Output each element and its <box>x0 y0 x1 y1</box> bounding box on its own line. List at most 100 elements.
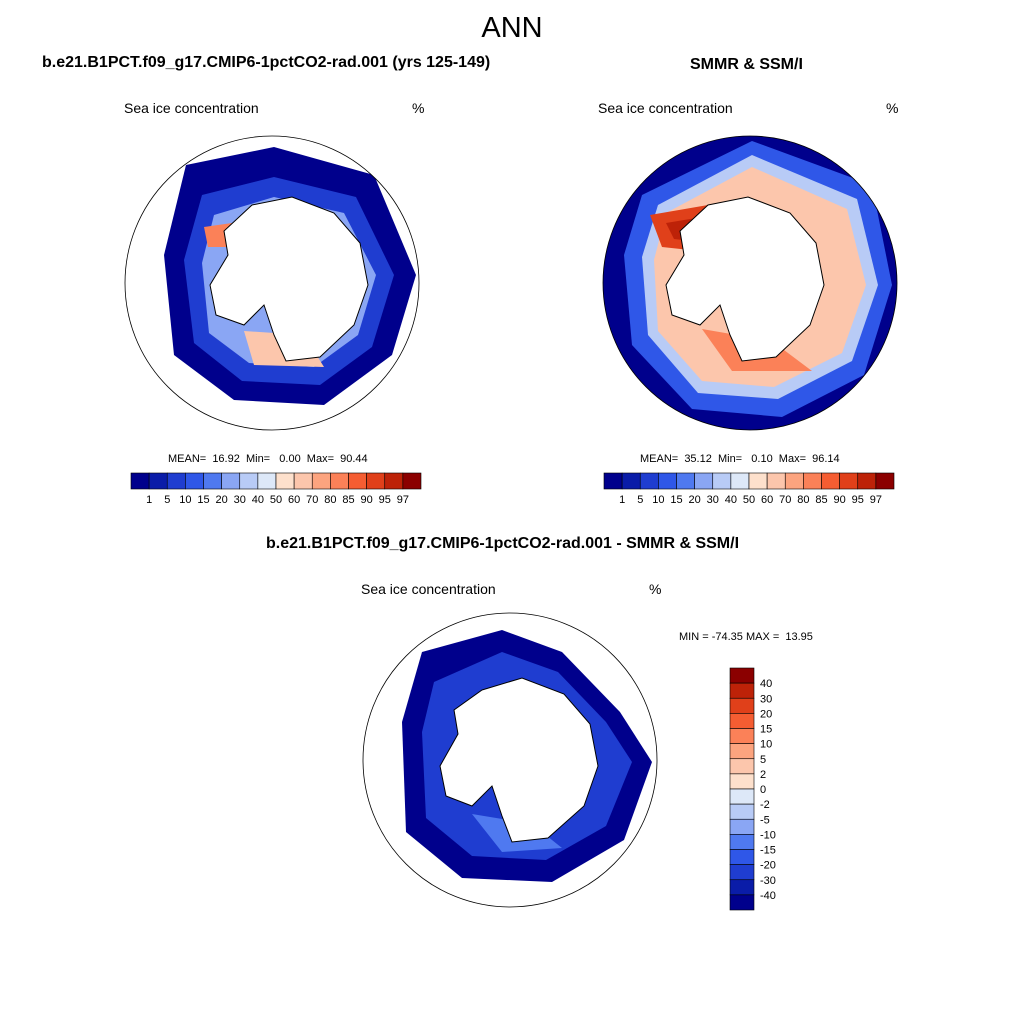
panel-2-colorbar-swatch <box>621 472 641 490</box>
panel-1-colorbar-tick-label: 1 <box>146 494 152 506</box>
panel-2-colorbar-tick-label: 70 <box>779 494 791 506</box>
panel-2-colorbar-swatch <box>803 472 822 490</box>
panel-2-colorbar-tick-label: 15 <box>670 494 682 506</box>
panel-1-colorbar-swatch <box>293 472 313 490</box>
panel-3-colorbar-tick-label: 20 <box>760 708 772 720</box>
panel-2-polar-map <box>602 135 898 431</box>
panel-2-colorbar-tick-label: 90 <box>834 494 846 506</box>
panel-2-colorbar-swatch <box>784 472 804 490</box>
panel-3-colorbar-tick-label: -2 <box>760 799 770 811</box>
panel-2-colorbar-tick-label: 10 <box>652 494 664 506</box>
panel-3-colorbar-tick-label: 30 <box>760 693 772 705</box>
panel-3-colorbar-swatch <box>729 788 755 805</box>
panel-1-colorbar-swatch <box>221 472 241 490</box>
panel-3-colorbar-swatch <box>729 773 755 790</box>
panel-3-colorbar-tick-label: 15 <box>760 724 772 736</box>
panel-2-colorbar: 1 5 10 15 20 30 40 50 60 70 80 85 90 95 97 <box>603 472 895 506</box>
panel-3-colorbar-tick-label: 5 <box>760 754 766 766</box>
panel-2-colorbar-tick-label: 30 <box>707 494 719 506</box>
panel-1-colorbar-swatch <box>185 472 204 490</box>
panel-1-heading: b.e21.B1PCT.f09_g17.CMIP6-1pctCO2-rad.00… <box>42 54 491 71</box>
panel-3-colorbar-swatch <box>729 697 755 714</box>
panel-1-colorbar-tick-label: 95 <box>379 494 391 506</box>
panel-3-colorbar-swatch <box>729 818 755 835</box>
panel-3-polar-map <box>362 612 658 908</box>
panel-1-colorbar-tick-label: 20 <box>216 494 228 506</box>
panel-3-colorbar-swatch <box>729 758 755 775</box>
panel-2-colorbar-swatch <box>748 472 768 490</box>
panel-1-colorbar-tick-label: 90 <box>361 494 373 506</box>
panel-1-colorbar-swatch <box>239 472 259 490</box>
figure-title: ANN <box>481 12 543 44</box>
panel-1-colorbar-swatch <box>148 472 168 490</box>
panel-3-colorbar-tick-label: -20 <box>760 860 776 872</box>
panel-1-colorbar-swatch <box>203 472 222 490</box>
panel-2-colorbar-tick-label: 50 <box>743 494 755 506</box>
panel-1-colorbar-tick-label: 80 <box>324 494 336 506</box>
panel-3-colorbar-tick-label: -15 <box>760 845 776 857</box>
panel-1-colorbar-swatch <box>257 472 277 490</box>
panel-1-colorbar-swatch <box>384 472 404 490</box>
panel-2-colorbar-tick-label: 40 <box>725 494 737 506</box>
panel-2-units: % <box>886 100 899 116</box>
panel-1-colorbar-tick-label: 97 <box>397 494 409 506</box>
panel-2-colorbar-swatch <box>766 472 786 490</box>
panel-3-colorbar-tick-label: 2 <box>760 769 766 781</box>
panel-1-colorbar-swatch <box>366 472 386 490</box>
panel-3-heading: b.e21.B1PCT.f09_g17.CMIP6-1pctCO2-rad.00… <box>266 535 740 552</box>
panel-1-stats: MEAN= 16.92 Min= 0.00 Max= 90.44 <box>168 453 368 465</box>
panel-1-colorbar-tick-label: 5 <box>164 494 170 506</box>
panel-1-colorbar-swatch <box>330 472 349 490</box>
panel-1-antarctica <box>209 196 369 362</box>
panel-1-colorbar-tick-label: 85 <box>342 494 354 506</box>
panel-1-colorbar-swatch <box>275 472 295 490</box>
panel-1-colorbar-swatch <box>348 472 367 490</box>
panel-3-colorbar-tick-label: -30 <box>760 875 776 887</box>
panel-2-heading: SMMR & SSM/I <box>690 56 803 73</box>
panel-1-colorbar-swatch <box>166 472 186 490</box>
panel-1-colorbar: 1 5 10 15 20 30 40 50 60 70 80 85 90 95 97 <box>130 472 422 506</box>
panel-2-colorbar-swatch <box>676 472 695 490</box>
panel-3-colorbar-tick-label: -10 <box>760 829 776 841</box>
panel-1-polar-map <box>124 135 420 431</box>
panel-3-colorbar-swatch <box>729 894 755 911</box>
panel-3-stats: MIN = -74.35 MAX = 13.95 <box>679 631 813 643</box>
panel-3-colorbar-swatch <box>729 728 755 744</box>
panel-2-stats: MEAN= 35.12 Min= 0.10 Max= 96.14 <box>640 453 840 465</box>
panel-3-units: % <box>649 581 662 597</box>
panel-2-colorbar-swatch <box>712 472 732 490</box>
panel-2-colorbar-tick-label: 20 <box>689 494 701 506</box>
panel-1-colorbar-tick-label: 50 <box>270 494 282 506</box>
panel-2-colorbar-tick-label: 85 <box>815 494 827 506</box>
panel-2-antarctica <box>665 196 825 362</box>
panel-1-colorbar-tick-label: 15 <box>197 494 209 506</box>
panel-1-variable: Sea ice concentration <box>124 100 259 116</box>
panel-3-colorbar-swatch <box>729 834 755 850</box>
panel-3-colorbar-swatch <box>729 849 755 865</box>
panel-2-colorbar-tick-label: 5 <box>637 494 643 506</box>
panel-3-colorbar-swatch <box>729 682 755 699</box>
panel-3-colorbar-swatch <box>729 667 755 684</box>
panel-2-colorbar-tick-label: 95 <box>852 494 864 506</box>
panel-3-colorbar-swatch <box>729 743 755 760</box>
panel-2-colorbar-swatch <box>603 472 623 490</box>
panel-1-colorbar-tick-label: 70 <box>306 494 318 506</box>
panel-3-colorbar-swatch <box>729 803 755 820</box>
panel-1-units: % <box>412 100 425 116</box>
panel-1-colorbar-swatch <box>402 472 422 490</box>
panel-1-colorbar-tick-label: 40 <box>252 494 264 506</box>
panel-3-antarctica <box>439 677 599 843</box>
panel-1-colorbar-swatch <box>130 472 150 490</box>
panel-2-colorbar-swatch <box>857 472 877 490</box>
panel-1-colorbar-tick-label: 60 <box>288 494 300 506</box>
panel-3-colorbar-swatch <box>729 713 755 729</box>
panel-2-colorbar-swatch <box>639 472 659 490</box>
panel-3-colorbar-tick-label: 40 <box>760 678 772 690</box>
panel-2-colorbar-tick-label: 80 <box>797 494 809 506</box>
panel-2-colorbar-swatch <box>730 472 750 490</box>
panel-2-colorbar-swatch <box>821 472 840 490</box>
panel-3-colorbar-tick-label: 0 <box>760 784 766 796</box>
panel-3-colorbar-tick-label: -40 <box>760 890 776 902</box>
panel-2-colorbar-tick-label: 97 <box>870 494 882 506</box>
